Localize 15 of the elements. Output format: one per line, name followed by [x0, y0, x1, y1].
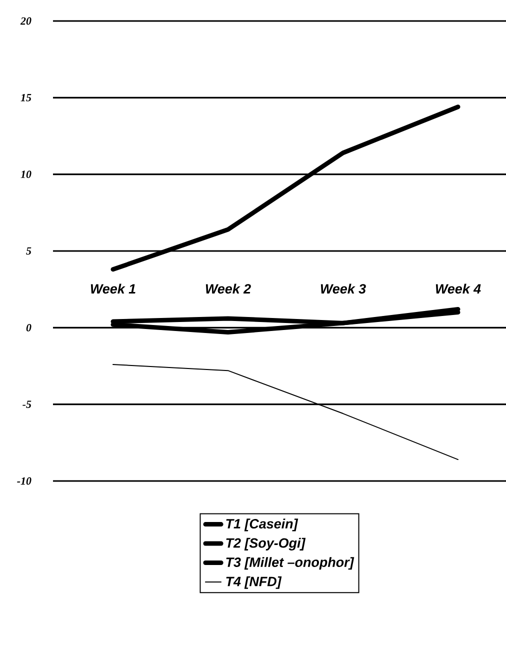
x-tick-label: Week 2 [206, 284, 251, 294]
y-tick-label: -10 [17, 477, 32, 485]
y-tick-label: 20 [20, 17, 32, 25]
x-tick-label: Week 4 [436, 284, 481, 294]
legend-label: T3 [Millet –onophor] [226, 557, 354, 570]
y-tick-label: 5 [26, 247, 32, 255]
legend-label: T1 [Casein] [226, 518, 298, 532]
x-tick-label: Week 1 [90, 284, 136, 294]
y-tick-label: 10 [20, 170, 32, 178]
legend-label: T2 [Soy-Ogi] [226, 538, 306, 550]
y-tick-label: 15 [20, 94, 32, 102]
y-tick-label: -5 [22, 400, 32, 408]
y-tick-label: 0 [26, 324, 32, 332]
legend-label: T4 [NFD] [226, 576, 282, 589]
x-tick-label: Week 3 [320, 284, 366, 294]
